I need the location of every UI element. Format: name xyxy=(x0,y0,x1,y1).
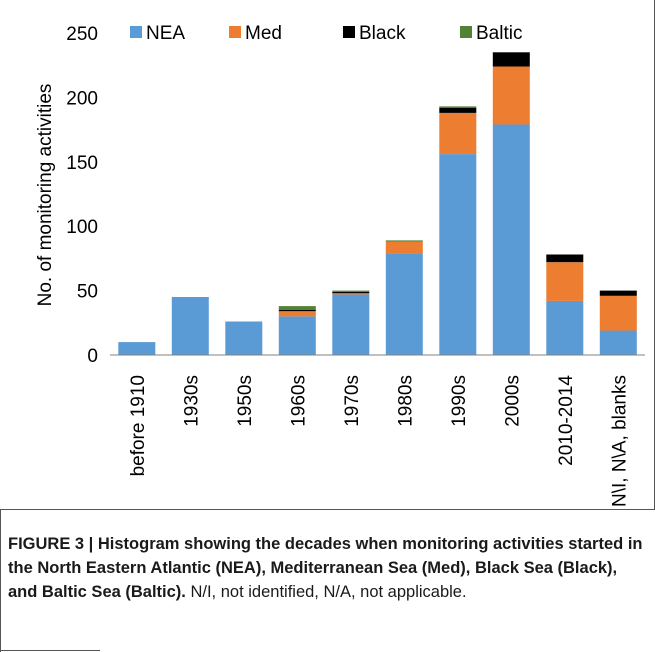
caption-left-rule xyxy=(0,510,1,652)
y-axis-label: No. of monitoring activities xyxy=(35,84,56,307)
x-tick-label: 1950s xyxy=(235,375,256,427)
bar-segment-med xyxy=(332,293,370,295)
bar-segment-black xyxy=(599,290,637,296)
bar-segment-nea xyxy=(278,316,316,355)
x-tick-label: N\I, N\A, blanks xyxy=(609,375,630,507)
y-tick-label: 100 xyxy=(66,217,98,238)
bar-segment-baltic xyxy=(278,306,316,310)
legend-label-baltic: Baltic xyxy=(476,23,522,44)
figure-caption: FIGURE 3 | Histogram showing the decades… xyxy=(8,532,648,604)
bar-segment-med xyxy=(439,112,477,155)
x-tick-label: before 1910 xyxy=(128,375,149,476)
bar-segment-nea xyxy=(171,297,209,355)
bar-segment-black xyxy=(492,52,530,67)
legend-label-nea: NEA xyxy=(146,23,185,44)
bar-segment-nea xyxy=(332,294,370,355)
legend-label-med: Med xyxy=(245,23,282,44)
bar-segment-baltic xyxy=(332,290,370,292)
legend-label-black: Black xyxy=(359,23,406,44)
legend-swatch-baltic xyxy=(460,26,472,38)
y-tick-label: 50 xyxy=(77,282,98,303)
bar-segment-med xyxy=(385,241,423,254)
y-axis-ticks: 0 50 100 150 200 250 xyxy=(66,24,98,367)
bar-segment-baltic xyxy=(385,240,423,242)
bar-segment-black xyxy=(332,291,370,294)
x-tick-label: 1960s xyxy=(288,375,309,427)
y-tick-label: 0 xyxy=(87,346,98,367)
bar-segment-med xyxy=(546,262,584,301)
bar-segment-nea xyxy=(439,154,477,355)
bar-segment-nea xyxy=(225,321,263,355)
x-axis-ticks: before 1910 1930s 1950s 1960s 1970s 1980s 1990… xyxy=(128,375,630,507)
x-tick-label: 2000s xyxy=(502,375,523,427)
bar-segment-black xyxy=(278,309,316,312)
bar-segment-nea xyxy=(385,253,423,355)
bar-segment-nea xyxy=(118,342,156,355)
caption-bold-text: FIGURE 3 | Histogram showing the decades… xyxy=(8,535,643,601)
legend-swatch-med xyxy=(229,26,241,38)
bar-segment-nea xyxy=(492,124,530,356)
legend: NEA Med Black Baltic xyxy=(130,23,522,44)
legend-swatch-nea xyxy=(130,26,142,38)
y-tick-label: 250 xyxy=(66,24,98,45)
x-tick-label: 1980s xyxy=(395,375,416,427)
y-tick-label: 200 xyxy=(66,88,98,109)
x-tick-label: 1970s xyxy=(342,375,363,427)
bar-segment-black xyxy=(546,254,584,263)
legend-swatch-black xyxy=(343,26,355,38)
bar-segment-med xyxy=(599,295,637,331)
caption-top-rule xyxy=(0,509,655,510)
y-tick-label: 150 xyxy=(66,153,98,174)
bar-segment-nea xyxy=(599,330,637,355)
bar-segment-baltic xyxy=(439,106,477,108)
x-tick-label: 1930s xyxy=(181,375,202,427)
bar-segment-black xyxy=(439,107,477,113)
x-tick-label: 2010-2014 xyxy=(556,375,577,466)
stacked-bar-chart: 0 50 100 150 200 250 before 1910 1930s 1950s 196… xyxy=(35,23,645,507)
bar-segment-med xyxy=(492,66,530,125)
bars xyxy=(118,52,637,356)
bar-segment-nea xyxy=(546,300,584,355)
x-tick-label: 1990s xyxy=(449,375,470,427)
caption-normal-text: N/I, not identified, N/A, not applicable… xyxy=(185,583,467,601)
bar-segment-med xyxy=(278,311,316,317)
caption-bottom-rule xyxy=(0,650,100,651)
